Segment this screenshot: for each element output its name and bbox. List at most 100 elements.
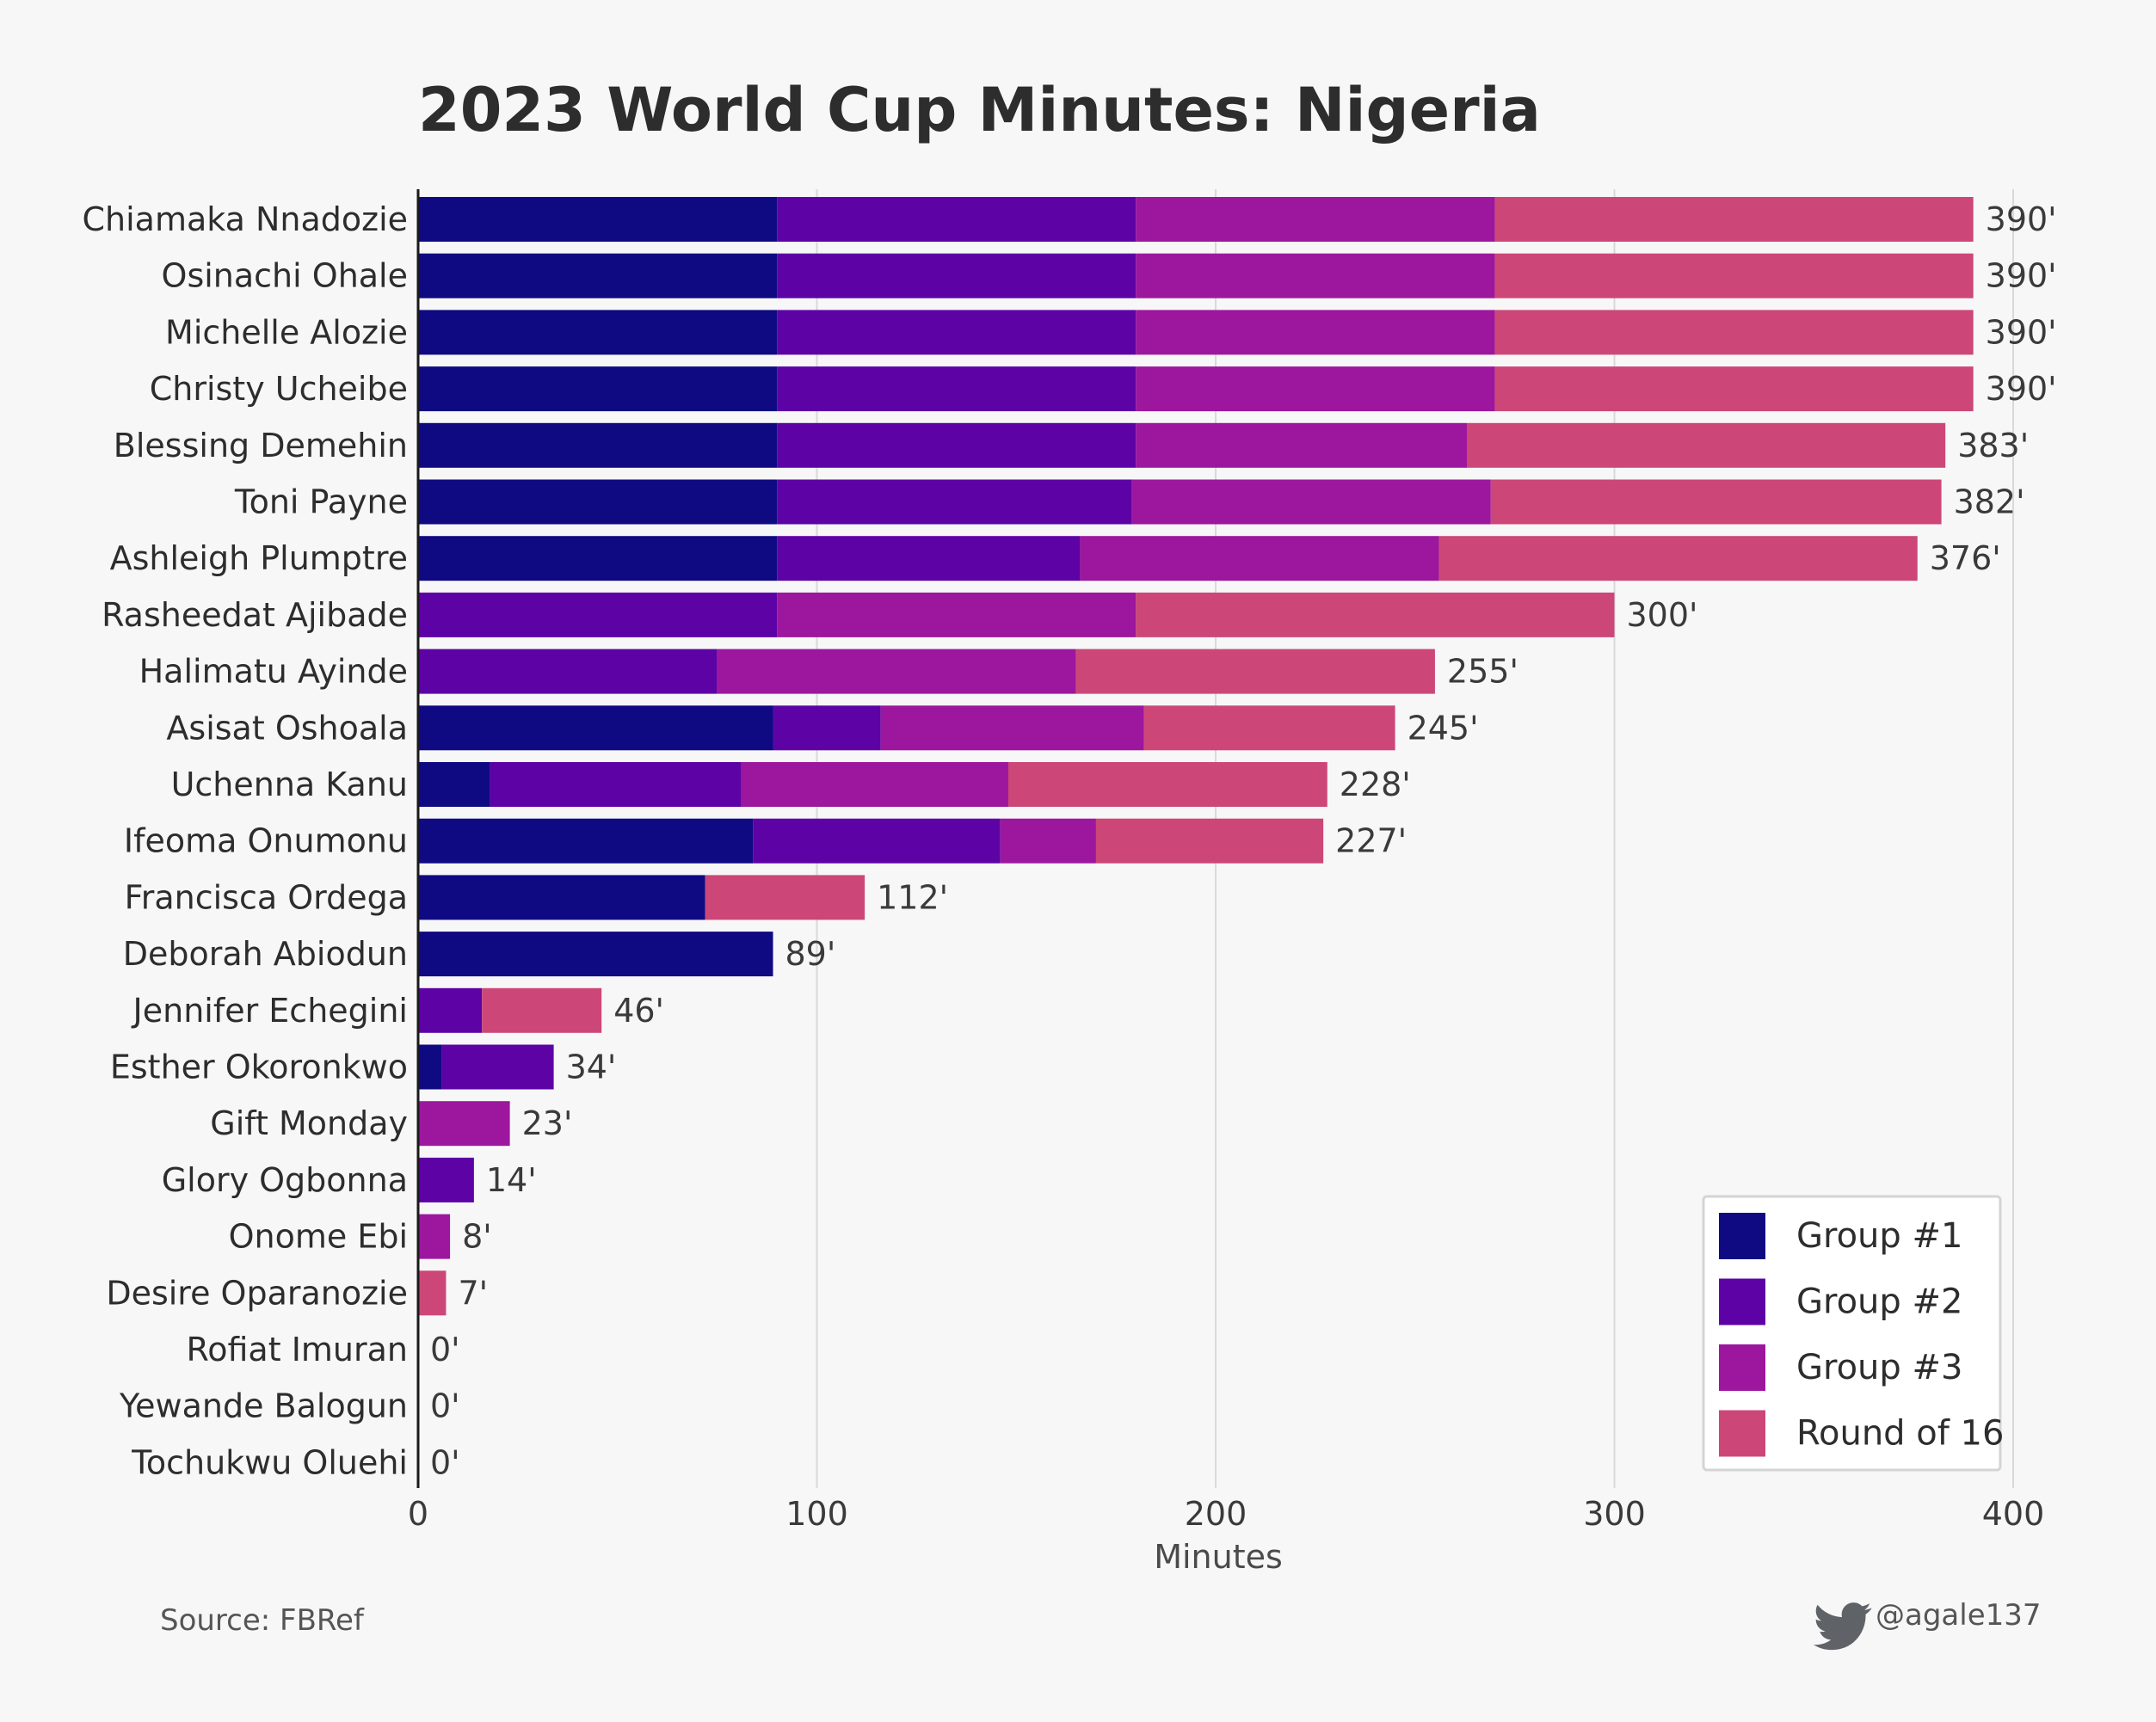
axes: 0 100 200 300 400 [408,189,2044,1533]
total-label: 89' [785,935,836,973]
twitter-bird-icon [1813,1602,1872,1651]
bar-segment [880,705,1144,751]
category-label: Onome Ebi [229,1218,408,1256]
category-label: Rofiat Imuran [187,1331,408,1368]
category-label: Ifeoma Onumonu [124,822,408,860]
legend-box [1702,1195,2002,1472]
legend-swatch [1719,1213,1765,1259]
category-label: Deborah Abiodun [123,935,408,973]
bar-segment [418,253,778,298]
total-label: 0' [430,1331,460,1368]
bar-segment [1467,422,1946,468]
bar-segment [1494,310,1974,355]
total-label: 255' [1447,653,1518,691]
bar-segment [777,366,1137,412]
bar-segment [1075,649,1435,694]
bar-segment [705,875,865,920]
bar-segment [418,1101,510,1147]
bar-segment [773,705,881,751]
category-label: Rasheedat Ajibade [102,596,408,634]
total-label: 390' [1986,257,2057,295]
category-label: Glory Ogbonna [162,1161,408,1199]
legend-label: Group #1 [1796,1216,1962,1256]
total-label: 14' [486,1161,537,1199]
bar-segment [1000,818,1096,864]
bar-segment [418,705,773,751]
legend-swatch [1719,1344,1765,1391]
category-label: Osinachi Ohale [162,257,408,295]
bar-segment [418,310,778,355]
bar-segment [418,197,778,242]
bar-segment [418,649,718,694]
bar-segment [418,875,705,920]
category-label: Blessing Demehin [114,427,408,464]
bar-segment [1080,536,1439,581]
bar-segment [1494,197,1974,242]
author-credit: @agale137 [1813,1598,2042,1651]
bar-segment [418,1270,447,1316]
legend-label: Group #2 [1796,1282,1962,1322]
bar-segment [418,422,778,468]
bar-segment [753,818,1001,864]
category-label: Tochukwu Oluehi [131,1443,408,1481]
bar-segment [418,762,490,807]
category-label: Ashleigh Plumptre [110,539,408,577]
bar-segment [1136,197,1495,242]
x-tick-label: 0 [408,1495,428,1533]
total-label: 227' [1335,822,1407,860]
total-label: 23' [522,1104,573,1142]
total-label: 0' [430,1387,460,1425]
total-label: 34' [566,1049,617,1086]
total-label: 46' [613,992,664,1030]
bar-segment [1143,705,1395,751]
total-label: 228' [1340,766,1411,803]
category-label: Toni Payne [234,483,408,521]
bar-segment [1494,253,1974,298]
bar-segment [418,1214,451,1259]
bar-segment [741,762,1008,807]
legend: Group #1 Group #2 Group #3 Round of 16 [1702,1195,2004,1472]
category-label: Chiamaka Nnadozie [82,200,408,238]
bar-segment [777,253,1137,298]
category-label: Esther Okoronkwo [110,1049,408,1086]
labels: Chiamaka Nnadozie 390' Osinachi Ohale 390' M… [82,200,2056,1481]
category-label: Michelle Alozie [165,313,408,351]
legend-label: Round of 16 [1796,1414,2004,1454]
legend-label: Group #3 [1796,1348,1962,1387]
x-tick-label: 200 [1185,1495,1247,1533]
category-label: Yewande Balogun [119,1387,408,1425]
bar-segment [490,762,742,807]
bar-segment [1438,536,1918,581]
author-handle: @agale137 [1876,1598,2042,1633]
total-label: 390' [1986,200,2057,238]
bar-segment [1490,479,1942,525]
bar-segment [777,479,1132,525]
source-note: Source: FBRef [160,1603,365,1638]
x-axis-title: Minutes [1154,1538,1283,1576]
bar-segment [482,987,602,1033]
category-label: Desire Oparanozie [106,1274,408,1312]
total-label: 390' [1986,370,2057,408]
legend-swatch [1719,1278,1765,1325]
bar-segment [1136,253,1495,298]
category-label: Jennifer Echegini [132,992,408,1030]
legend-swatch [1719,1410,1765,1457]
category-label: Gift Monday [210,1104,408,1142]
bar-segment [777,536,1081,581]
bar-segment [1136,422,1468,468]
total-label: 112' [877,878,948,916]
category-label: Francisca Ordega [125,878,408,916]
total-label: 376' [1930,539,2001,577]
bar-segment [777,422,1137,468]
bar-segment [418,366,778,412]
total-label: 300' [1627,596,1698,634]
bar-segment [1136,310,1495,355]
bar-segment [717,649,1076,694]
total-label: 7' [458,1274,488,1312]
bar-segment [777,592,1137,637]
bar-segment [418,1044,442,1090]
category-label: Christy Ucheibe [150,370,408,408]
chart-title: 2023 World Cup Minutes: Nigeria [418,75,1541,145]
x-tick-label: 100 [785,1495,848,1533]
